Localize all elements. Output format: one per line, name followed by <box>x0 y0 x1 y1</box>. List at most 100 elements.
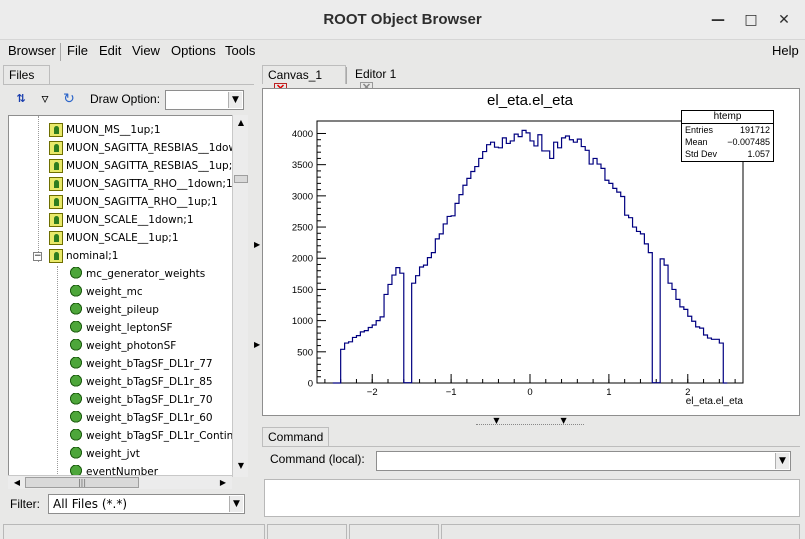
draw-option-select[interactable]: ▼ <box>165 90 244 110</box>
tree-item[interactable]: MUON_SAGITTA_RESBIAS__1dow <box>49 139 237 157</box>
menu-edit[interactable]: Edit <box>99 43 122 58</box>
tree-icon <box>49 177 63 191</box>
menu-tools[interactable]: Tools <box>225 43 256 58</box>
close-window-icon[interactable]: ✕ <box>778 12 790 28</box>
stats-value: 1.057 <box>747 149 770 159</box>
collapse-icon[interactable]: − <box>33 251 42 261</box>
minimize-icon[interactable]: — <box>711 12 725 28</box>
tree-leaf-item[interactable]: weight_bTagSF_DL1r_70 <box>69 391 213 409</box>
status-cell <box>3 524 265 539</box>
tree-guide-line <box>38 116 39 262</box>
tree-item[interactable]: MUON_SCALE__1down;1 <box>49 211 194 229</box>
tree-leaf-item[interactable]: weight_bTagSF_DL1r_Continuo <box>69 427 246 445</box>
horizontal-splitter-handle[interactable]: ▼ ▼ <box>476 417 584 425</box>
status-cell <box>349 524 439 539</box>
tree-item-label: eventNumber <box>86 466 159 477</box>
leaf-icon <box>69 429 83 443</box>
tab-editor[interactable]: Editor 1 ✕ <box>350 65 420 96</box>
scroll-down-icon[interactable]: ▼ <box>237 461 245 470</box>
command-output[interactable] <box>264 479 800 517</box>
stats-box[interactable]: htemp Entries 191712 Mean −0.007485 Std De… <box>681 110 774 162</box>
leaf-icon <box>69 375 83 389</box>
chevron-down-icon: ▼ <box>229 496 243 512</box>
menu-bar: Browser File Edit View Options Tools Hel… <box>0 40 805 62</box>
leaf-icon <box>69 267 83 281</box>
chevron-down-icon: ▼ <box>775 453 789 469</box>
scroll-right-icon[interactable]: ▶ <box>219 478 227 487</box>
chart-title: el_eta.el_eta <box>487 92 574 109</box>
y-tick-label: 2500 <box>292 223 313 234</box>
tree-vertical-scrollbar[interactable]: ▲ ▼ <box>232 115 248 477</box>
tree-item[interactable]: MUON_MS__1up;1 <box>49 121 161 139</box>
file-filter-select[interactable]: All Files (*.*) ▼ <box>48 494 245 514</box>
tree-icon <box>49 123 63 137</box>
menu-help[interactable]: Help <box>772 43 799 58</box>
tab-files[interactable]: Files <box>3 65 50 84</box>
tab-canvas[interactable]: Canvas_1 ✕ <box>262 65 346 97</box>
tree-icon <box>49 231 63 245</box>
y-tick-label: 1500 <box>292 285 313 296</box>
tree-leaf-item[interactable]: weight_leptonSF <box>69 319 173 337</box>
tree-leaf-item[interactable]: weight_bTagSF_DL1r_77 <box>69 355 213 373</box>
scroll-left-icon[interactable]: ◀ <box>13 478 21 487</box>
tree-icon <box>49 249 63 263</box>
menu-options[interactable]: Options <box>171 43 216 58</box>
tree-leaf-item[interactable]: eventNumber <box>69 463 159 477</box>
filter-icon[interactable]: ▿ <box>41 91 49 107</box>
tree-horizontal-scrollbar[interactable]: ◀ ||| ▶ <box>8 475 232 489</box>
leaf-icon <box>69 411 83 425</box>
tab-separator <box>346 67 347 84</box>
tree-icon <box>49 213 63 227</box>
command-input[interactable]: ▼ <box>376 451 791 471</box>
tree-item-label: weight_mc <box>86 286 143 298</box>
scroll-up-icon[interactable]: ▲ <box>237 118 245 127</box>
splitter-handle-icon[interactable]: ▶ <box>254 340 261 349</box>
leaf-icon <box>69 339 83 353</box>
file-tree[interactable]: MUON_MS__1up;1 MUON_SAGITTA_RESBIAS__1dow… <box>8 115 248 477</box>
tree-item[interactable]: MUON_SAGITTA_RHO__1up;1 <box>49 193 218 211</box>
tree-item[interactable]: nominal;1 <box>49 247 118 265</box>
tree-item[interactable]: MUON_SCALE__1up;1 <box>49 229 179 247</box>
canvas-area[interactable]: el_eta.el_eta 0 500 1000 1500 2000 2500 3000 35… <box>262 88 800 416</box>
menu-file[interactable]: File <box>67 43 88 58</box>
leaf-icon <box>69 465 83 476</box>
scroll-thumb[interactable] <box>234 175 248 183</box>
menu-view[interactable]: View <box>132 43 160 58</box>
tree-item-label: nominal;1 <box>66 250 119 262</box>
title-bar: ROOT Object Browser — □ ✕ <box>0 0 805 40</box>
tab-editor-label: Editor 1 <box>355 67 397 81</box>
x-tick-label: 0 <box>527 387 532 398</box>
refresh-icon[interactable]: ↻ <box>63 91 75 107</box>
tree-item[interactable]: MUON_SAGITTA_RESBIAS__1up; <box>49 157 232 175</box>
tree-icon <box>49 159 63 173</box>
maximize-icon[interactable]: □ <box>744 12 758 28</box>
stats-row: Entries 191712 <box>682 124 773 136</box>
tree-item[interactable]: MUON_SAGITTA_RHO__1down;1 <box>49 175 233 193</box>
y-tick-label: 0 <box>308 379 313 390</box>
y-tick-label: 3000 <box>292 191 313 202</box>
tab-command[interactable]: Command <box>262 427 329 446</box>
tree-leaf-item[interactable]: weight_mc <box>69 283 143 301</box>
tree-leaf-item[interactable]: weight_bTagSF_DL1r_60 <box>69 409 213 427</box>
stats-key: Mean <box>685 137 708 147</box>
tree-item-label: MUON_SCALE__1down;1 <box>66 214 194 226</box>
tree-leaf-item[interactable]: mc_generator_weights <box>69 265 205 283</box>
status-cell <box>441 524 800 539</box>
y-tick-label: 500 <box>297 347 313 358</box>
tree-leaf-item[interactable]: weight_photonSF <box>69 337 176 355</box>
tree-leaf-item[interactable]: weight_pileup <box>69 301 159 319</box>
chevron-down-icon: ▼ <box>228 92 242 108</box>
browser-toolbar: ⇅ ▿ ↻ Draw Option: ▼ <box>8 88 248 112</box>
tree-item-label: weight_bTagSF_DL1r_60 <box>86 412 213 424</box>
menu-browser[interactable]: Browser <box>8 43 56 58</box>
sort-icon[interactable]: ⇅ <box>16 92 26 105</box>
histogram-plot[interactable]: el_eta.el_eta 0 500 1000 1500 2000 2500 3000 35… <box>263 89 799 415</box>
stats-key: Std Dev <box>685 149 718 159</box>
tree-item-label: weight_jvt <box>86 448 140 460</box>
scroll-thumb[interactable]: ||| <box>25 477 139 488</box>
leaf-icon <box>69 393 83 407</box>
tree-leaf-item[interactable]: weight_jvt <box>69 445 140 463</box>
x-tick-label: 2 <box>685 387 690 398</box>
splitter-handle-icon[interactable]: ▶ <box>254 240 261 249</box>
tree-leaf-item[interactable]: weight_bTagSF_DL1r_85 <box>69 373 213 391</box>
